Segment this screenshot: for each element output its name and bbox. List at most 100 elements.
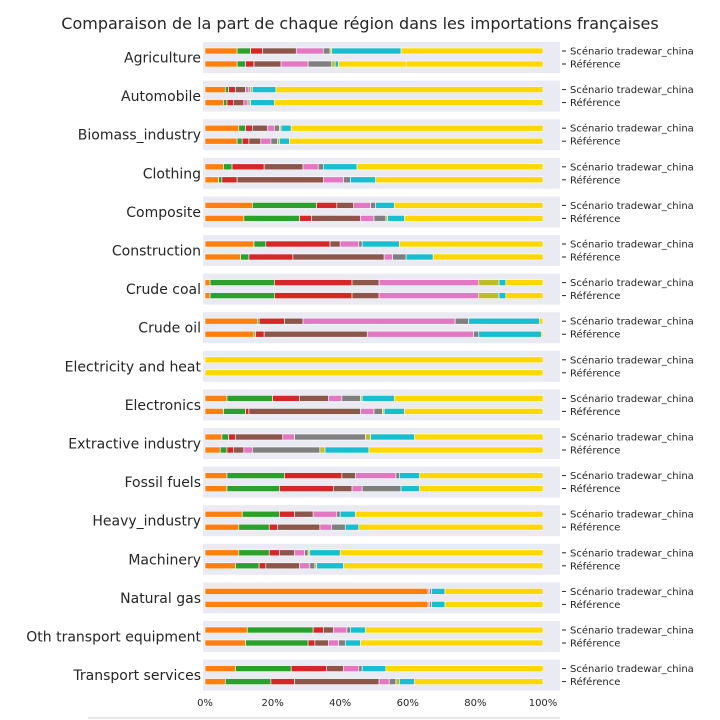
bar-segment <box>444 601 544 608</box>
row-background <box>203 119 560 151</box>
bar-segment <box>375 202 395 209</box>
bar-segment <box>343 176 351 184</box>
category-row: Fossil fuels Scénario tradewar_chinaRéfér… <box>124 466 694 498</box>
bar-segment <box>414 678 544 685</box>
category-label: Oth transport equipment <box>26 630 201 646</box>
bar-segment <box>400 47 544 55</box>
bar-segment <box>248 137 262 145</box>
bar-segment <box>322 163 358 171</box>
bar-segment <box>331 47 402 55</box>
bar-segment <box>235 665 292 672</box>
bar-segment <box>344 639 361 647</box>
bar-segment <box>245 86 250 93</box>
bar-segment <box>204 317 258 325</box>
bar-segment <box>226 395 273 402</box>
bar-segment <box>341 395 361 402</box>
x-tick-label: 20% <box>261 698 283 709</box>
bar-segment <box>309 549 341 557</box>
bar-segment <box>204 562 236 570</box>
category-row: Oth transport equipment Scénario tradewar… <box>26 621 694 652</box>
bar-segment <box>204 639 246 647</box>
bar-segment <box>204 47 238 55</box>
category-label: Construction <box>112 244 201 260</box>
bar-segment <box>204 472 228 479</box>
bar-segment <box>243 446 253 454</box>
bar-segment <box>370 202 376 209</box>
bar-segment <box>343 665 360 672</box>
bar-segment <box>245 124 253 132</box>
row-background <box>203 582 560 614</box>
row-background <box>203 157 560 189</box>
bar-segment <box>383 408 405 415</box>
bar-segment <box>204 446 221 454</box>
bar-segment <box>204 356 544 364</box>
bar-segment <box>275 86 544 93</box>
bar-segment <box>336 202 355 209</box>
bar-segment <box>243 99 248 106</box>
bar-segment <box>204 253 241 261</box>
bar-segment <box>204 292 211 299</box>
scenario-label: Référence <box>570 367 620 379</box>
bar-segment <box>204 60 238 68</box>
category-label: Natural gas <box>120 591 201 607</box>
bar-segment <box>294 678 380 685</box>
bar-segment <box>277 523 321 531</box>
bar-segment <box>324 446 370 454</box>
bar-segment <box>341 472 356 479</box>
bar-segment <box>350 626 366 634</box>
bar-segment <box>383 253 393 261</box>
bar-segment <box>284 317 304 325</box>
bar-segment <box>312 626 324 634</box>
x-tick-label: 100% <box>529 698 558 709</box>
bar-segment <box>400 485 420 492</box>
bar-segment <box>223 408 246 415</box>
row-background <box>203 543 560 575</box>
bar-segment <box>253 240 267 248</box>
bar-segment <box>252 86 277 93</box>
scenario-label: Scénario tradewar_china <box>570 586 694 598</box>
bar-segment <box>204 523 240 531</box>
category-row: Crude oil Scénario tradewar_chinaRéférenc… <box>138 312 694 344</box>
scenario-label: Scénario tradewar_china <box>570 625 694 637</box>
bar-segment <box>336 510 341 518</box>
bar-segment <box>393 202 544 209</box>
bar-segment <box>245 60 255 68</box>
bar-segment <box>224 678 272 685</box>
scenario-label: Scénario tradewar_china <box>570 663 694 675</box>
x-tick-label: 60% <box>397 698 419 709</box>
bar-segment <box>294 549 306 557</box>
scenario-label: Scénario tradewar_china <box>570 277 694 289</box>
bar-segment <box>204 626 248 634</box>
bar-segment <box>431 588 446 595</box>
bar-segment <box>358 665 363 672</box>
bar-segment <box>328 395 343 402</box>
bar-segment <box>204 176 219 184</box>
bar-segment <box>361 485 402 492</box>
bar-segment <box>333 626 348 634</box>
bar-segment <box>246 626 314 634</box>
bar-segment <box>355 510 544 518</box>
x-tick-label: 40% <box>329 698 351 709</box>
scenario-label: Scénario tradewar_china <box>570 239 694 251</box>
bar-segment <box>204 124 240 132</box>
category-label: Composite <box>126 205 201 221</box>
bar-segment <box>255 330 265 338</box>
category-row: Agriculture Scénario tradewar_chinaRéfére… <box>124 42 694 73</box>
scenario-label: Référence <box>570 560 620 572</box>
scenario-label: Scénario tradewar_china <box>570 509 694 521</box>
category-label: Crude coal <box>126 282 201 298</box>
bar-segment <box>404 215 544 222</box>
bar-segment <box>224 86 229 93</box>
bar-segment <box>331 60 336 68</box>
bar-segment <box>235 86 246 93</box>
scenario-label: Scénario tradewar_china <box>570 354 694 366</box>
scenario-label: Scénario tradewar_china <box>570 84 694 96</box>
bar-segment <box>419 485 544 492</box>
bar-segment <box>294 510 314 518</box>
category-row: Crude coal Scénario tradewar_chinaRéféren… <box>126 273 694 305</box>
row-background <box>203 659 560 691</box>
bar-segment <box>356 163 544 171</box>
row-background <box>203 273 560 305</box>
category-label: Heavy_industry <box>92 514 201 530</box>
bar-segment <box>339 240 360 248</box>
